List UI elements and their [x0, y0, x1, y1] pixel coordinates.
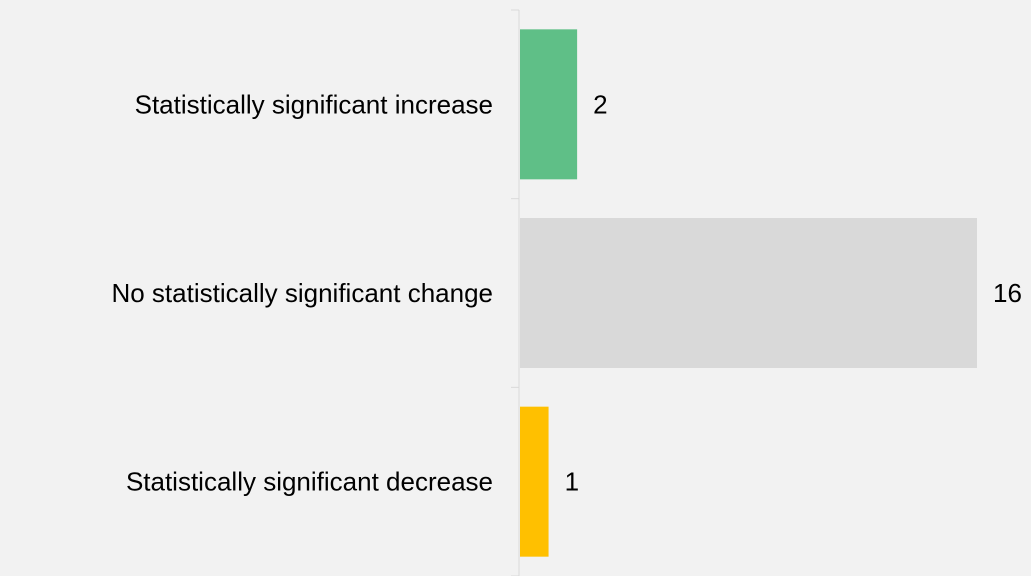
bars: [520, 29, 977, 557]
bar: [520, 406, 549, 557]
data-label: 1: [565, 467, 579, 497]
category-label: Statistically significant increase: [135, 89, 493, 119]
bar: [520, 29, 578, 180]
bar: [520, 218, 977, 368]
category-label: No statistically significant change: [111, 278, 493, 308]
category-labels: Statistically significant increase No sta…: [111, 89, 493, 496]
category-axis: [511, 9, 520, 576]
data-label: 16: [993, 278, 1022, 308]
data-labels: 2 16 1: [565, 89, 1022, 496]
data-label: 2: [593, 89, 607, 119]
category-label: Statistically significant decrease: [126, 467, 493, 497]
